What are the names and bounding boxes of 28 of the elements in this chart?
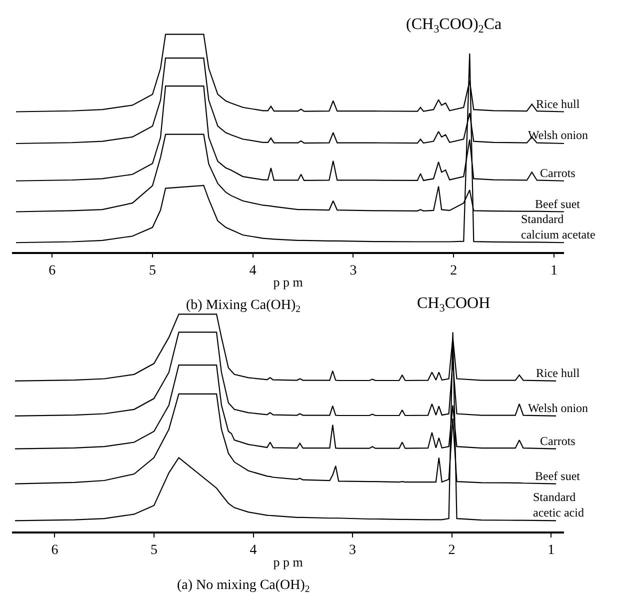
series-label: Beef suet: [535, 197, 581, 211]
x-tick-label: 5: [149, 263, 156, 278]
x-axis-title: p p m: [273, 274, 303, 290]
annotation: CH$_{3}$COOH: [417, 295, 491, 314]
annotation: (CH$_{3}$COO)$_{2}$Ca: [406, 16, 502, 36]
text: (a) No mixing Ca(OH)$_{2}$: [177, 578, 310, 595]
x-tick-label: 4: [249, 263, 256, 278]
series-label: Rice hull: [536, 366, 580, 380]
x-tick-label: 1: [548, 543, 555, 558]
x-tick-label: 6: [51, 543, 58, 558]
x-tick-label: 2: [450, 263, 458, 278]
series-label: Standard calcium acetate: [521, 212, 596, 242]
series-label: Beef suet: [535, 469, 581, 483]
series-label: Carrots: [540, 434, 576, 448]
series-label: Rice hull: [536, 97, 580, 111]
series-label: Welsh onion: [528, 401, 588, 415]
x-tick-label: 6: [48, 263, 56, 278]
x-tick-label: 5: [150, 543, 158, 558]
x-tick-label: 1: [550, 263, 558, 278]
text: (b) Mixing Ca(OH)$_{2}$: [186, 298, 301, 315]
x-tick-label: 3: [349, 543, 356, 558]
series-label: Welsh onion: [528, 128, 588, 142]
series-label: Standard acetic acid: [533, 490, 584, 520]
x-tick-label: 3: [350, 263, 357, 278]
x-tick-label: 2: [448, 543, 456, 558]
x-axis-title: p p m: [273, 554, 303, 570]
series-label: Carrots: [540, 166, 576, 180]
x-tick-label: 4: [250, 543, 257, 558]
